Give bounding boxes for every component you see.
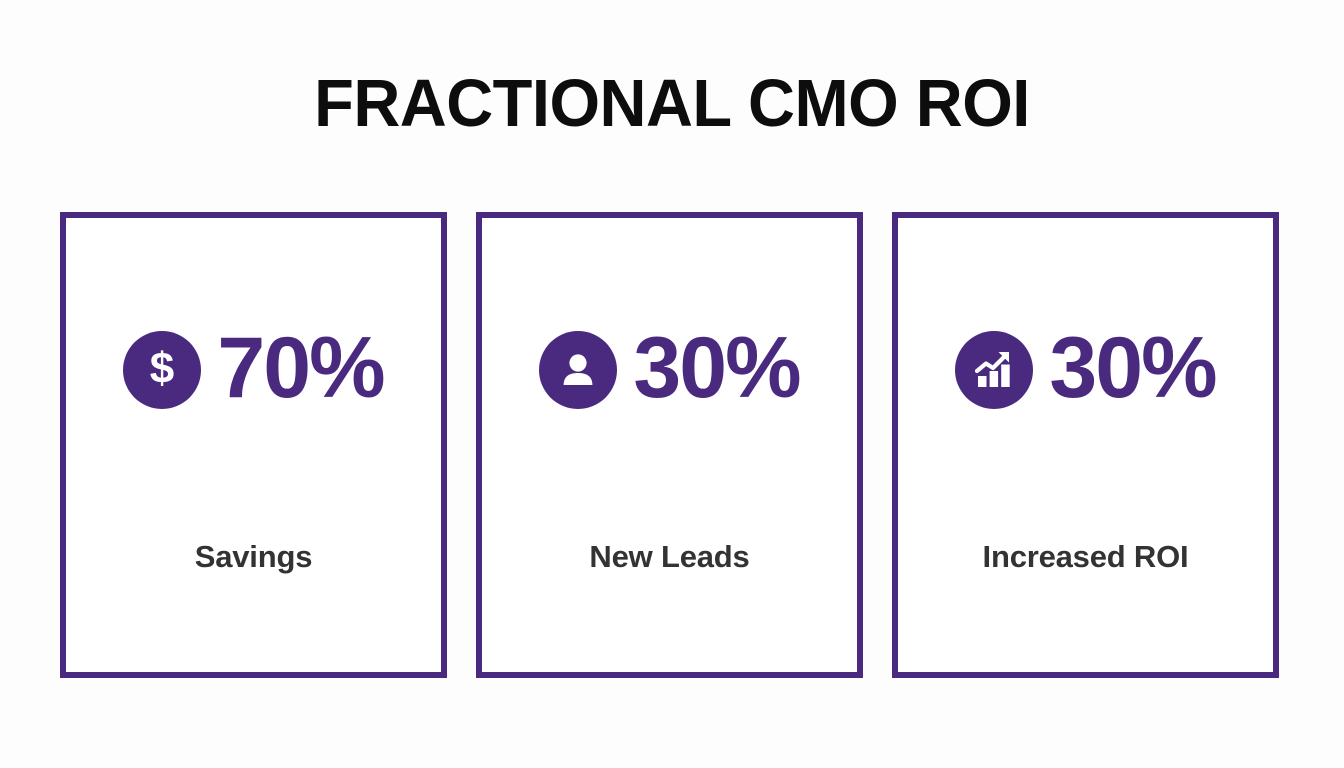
user-person-icon <box>539 331 618 409</box>
stat-row: 30% <box>482 324 857 416</box>
stat-row: 30% <box>898 324 1273 416</box>
stat-value: 30% <box>1049 320 1217 416</box>
stat-card-new-leads[interactable]: 30% New Leads <box>476 212 863 678</box>
stat-card-increased-roi[interactable]: 30% Increased ROI <box>892 212 1279 678</box>
dollar-sign-icon: $ <box>123 331 202 409</box>
stat-row: $ 70% <box>66 324 441 416</box>
stat-value: 70% <box>217 320 385 416</box>
bar-chart-growth-icon <box>955 331 1034 409</box>
svg-text:$: $ <box>150 347 174 393</box>
stat-card-savings[interactable]: $ 70% Savings <box>60 212 447 678</box>
page-title: FRACTIONAL CMO ROI <box>314 66 1030 141</box>
stat-label: Increased ROI <box>982 539 1189 574</box>
stat-label: Savings <box>194 539 313 574</box>
stat-label: New Leads <box>589 539 750 574</box>
stat-card-row: $ 70% Savings 30% New Leads <box>60 212 1279 678</box>
stat-value: 30% <box>633 320 801 416</box>
